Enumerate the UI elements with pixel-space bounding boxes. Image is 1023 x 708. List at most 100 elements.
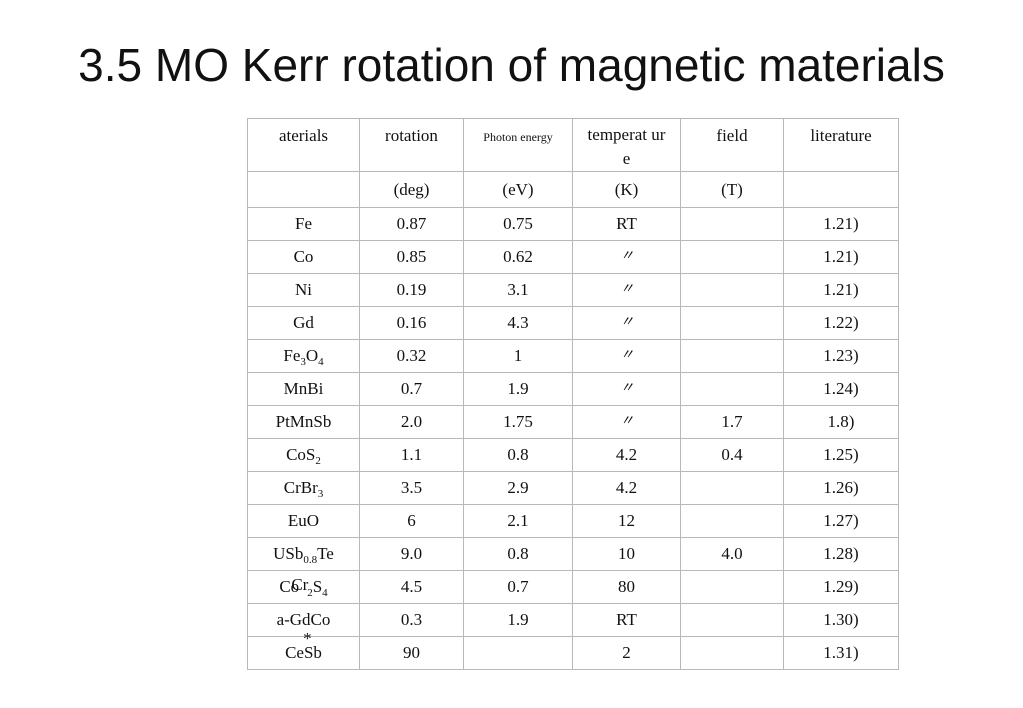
cell-literature: 1.21) — [783, 273, 899, 307]
cell-field — [680, 273, 784, 307]
cell-temperature: RT — [572, 207, 681, 241]
cell-rotation: 0.19 — [359, 273, 464, 307]
cell-literature: 1.22) — [783, 306, 899, 340]
cell-field: 0.4 — [680, 438, 784, 472]
cell-temperature: 10 — [572, 537, 681, 571]
cell-material: EuO — [247, 504, 360, 538]
footnote-mark: * — [303, 629, 312, 648]
cell-field: 1.7 — [680, 405, 784, 439]
formula-part: O — [305, 346, 319, 365]
table-row: CoS2 1.1 0.8 4.2 0.4 1.25) — [247, 438, 899, 472]
cell-temperature: 2 — [572, 636, 681, 670]
cell-material: Gd — [247, 306, 360, 340]
cell-temperature: 12 — [572, 504, 681, 538]
cell-energy — [463, 636, 573, 670]
cell-energy: 1.9 — [463, 372, 573, 406]
cell-energy: 0.8 — [463, 438, 573, 472]
cell-rotation: 0.85 — [359, 240, 464, 274]
formula-subscript: 3 — [300, 356, 306, 368]
formula-part: CoS — [286, 445, 316, 464]
kerr-rotation-table: aterials rotation Photon energy temperat… — [247, 118, 899, 670]
header-field: field — [680, 118, 784, 172]
header-temperature-text: temperat ure — [587, 125, 666, 168]
cell-energy: 0.7 — [463, 570, 573, 604]
cell-energy: 0.62 — [463, 240, 573, 274]
cell-field — [680, 603, 784, 637]
cell-rotation: 2.0 — [359, 405, 464, 439]
cell-energy: 2.9 — [463, 471, 573, 505]
cell-temperature: 4.2 — [572, 438, 681, 472]
cell-material: Fe3O4 — [247, 339, 360, 373]
cell-energy: 1 — [463, 339, 573, 373]
cell-literature: 1.23) — [783, 339, 899, 373]
cell-rotation: 4.5 — [359, 570, 464, 604]
header-photon-energy-text: Photon energy — [483, 130, 553, 144]
formula-part: Te — [317, 544, 334, 563]
cell-rotation: 1.1 — [359, 438, 464, 472]
table-row: CeSb * 90 2 1.31) — [247, 630, 899, 670]
cell-literature: 1.25) — [783, 438, 899, 472]
cell-material: Co Cr 2S4 — [247, 570, 360, 604]
cell-material: CrBr3 — [247, 471, 360, 505]
cell-material: Fe — [247, 207, 360, 241]
table-row: Fe 0.87 0.75 RT 1.21) — [247, 207, 899, 241]
formula-part: USb — [273, 544, 304, 563]
cell-literature: 1.31) — [783, 636, 899, 670]
table-row: Co Cr 2S4 4.5 0.7 80 1.29) — [247, 570, 899, 604]
cell-temperature: 〃 — [572, 240, 681, 274]
header-materials: aterials — [247, 118, 360, 172]
cell-field — [680, 339, 784, 373]
cell-rotation: 3.5 — [359, 471, 464, 505]
cell-temperature: 4.2 — [572, 471, 681, 505]
cell-literature: 1.21) — [783, 240, 899, 274]
formula-subscript: 4 — [322, 587, 328, 599]
units-row: (deg) (eV) (K) (T) — [247, 171, 899, 208]
header-temperature: temperat ure — [572, 118, 681, 172]
cell-rotation: 0.7 — [359, 372, 464, 406]
cell-energy: 2.1 — [463, 504, 573, 538]
cell-temperature: 〃 — [572, 306, 681, 340]
cell-field — [680, 306, 784, 340]
cell-rotation: 0.16 — [359, 306, 464, 340]
cell-literature: 1.28) — [783, 537, 899, 571]
header-literature: literature — [783, 118, 899, 172]
formula-part-overlap: Cr — [291, 575, 309, 594]
formula-part: Co — [279, 577, 300, 596]
cell-temperature: 〃 — [572, 273, 681, 307]
cell-field — [680, 504, 784, 538]
cell-literature: 1.27) — [783, 504, 899, 538]
table-row: MnBi 0.7 1.9 〃 1.24) — [247, 372, 899, 406]
cell-field — [680, 372, 784, 406]
cell-rotation: 6 — [359, 504, 464, 538]
table-row: Ni 0.19 3.1 〃 1.21) — [247, 273, 899, 307]
formula-part: CeSb — [285, 643, 322, 662]
table-row: Fe3O4 0.32 1 〃 1.23) — [247, 339, 899, 373]
cell-energy: 1.9 — [463, 603, 573, 637]
cell-temperature: 80 — [572, 570, 681, 604]
cell-rotation: 0.87 — [359, 207, 464, 241]
cell-temperature: 〃 — [572, 405, 681, 439]
cell-temperature: RT — [572, 603, 681, 637]
formula-with-mark: CeSb * — [285, 630, 322, 662]
cell-field — [680, 570, 784, 604]
cell-energy: 3.1 — [463, 273, 573, 307]
formula-subscript: 3 — [317, 488, 324, 500]
table-row: CrBr3 3.5 2.9 4.2 1.26) — [247, 471, 899, 505]
header-photon-energy: Photon energy — [463, 118, 573, 172]
cell-energy: 0.8 — [463, 537, 573, 571]
cell-energy: 0.75 — [463, 207, 573, 241]
cell-rotation: 0.32 — [359, 339, 464, 373]
slide-title: 3.5 MO Kerr rotation of magnetic materia… — [78, 39, 945, 91]
cell-temperature: 〃 — [572, 372, 681, 406]
cell-literature: 1.26) — [783, 471, 899, 505]
header-row: aterials rotation Photon energy temperat… — [247, 118, 899, 172]
unit-literature — [783, 171, 899, 208]
cell-material: Co — [247, 240, 360, 274]
unit-temperature: (K) — [572, 171, 681, 208]
cell-energy: 1.75 — [463, 405, 573, 439]
table-row: PtMnSb 2.0 1.75 〃 1.7 1.8) — [247, 405, 899, 439]
cell-material: PtMnSb — [247, 405, 360, 439]
cell-temperature: 〃 — [572, 339, 681, 373]
header-rotation: rotation — [359, 118, 464, 172]
unit-energy: (eV) — [463, 171, 573, 208]
